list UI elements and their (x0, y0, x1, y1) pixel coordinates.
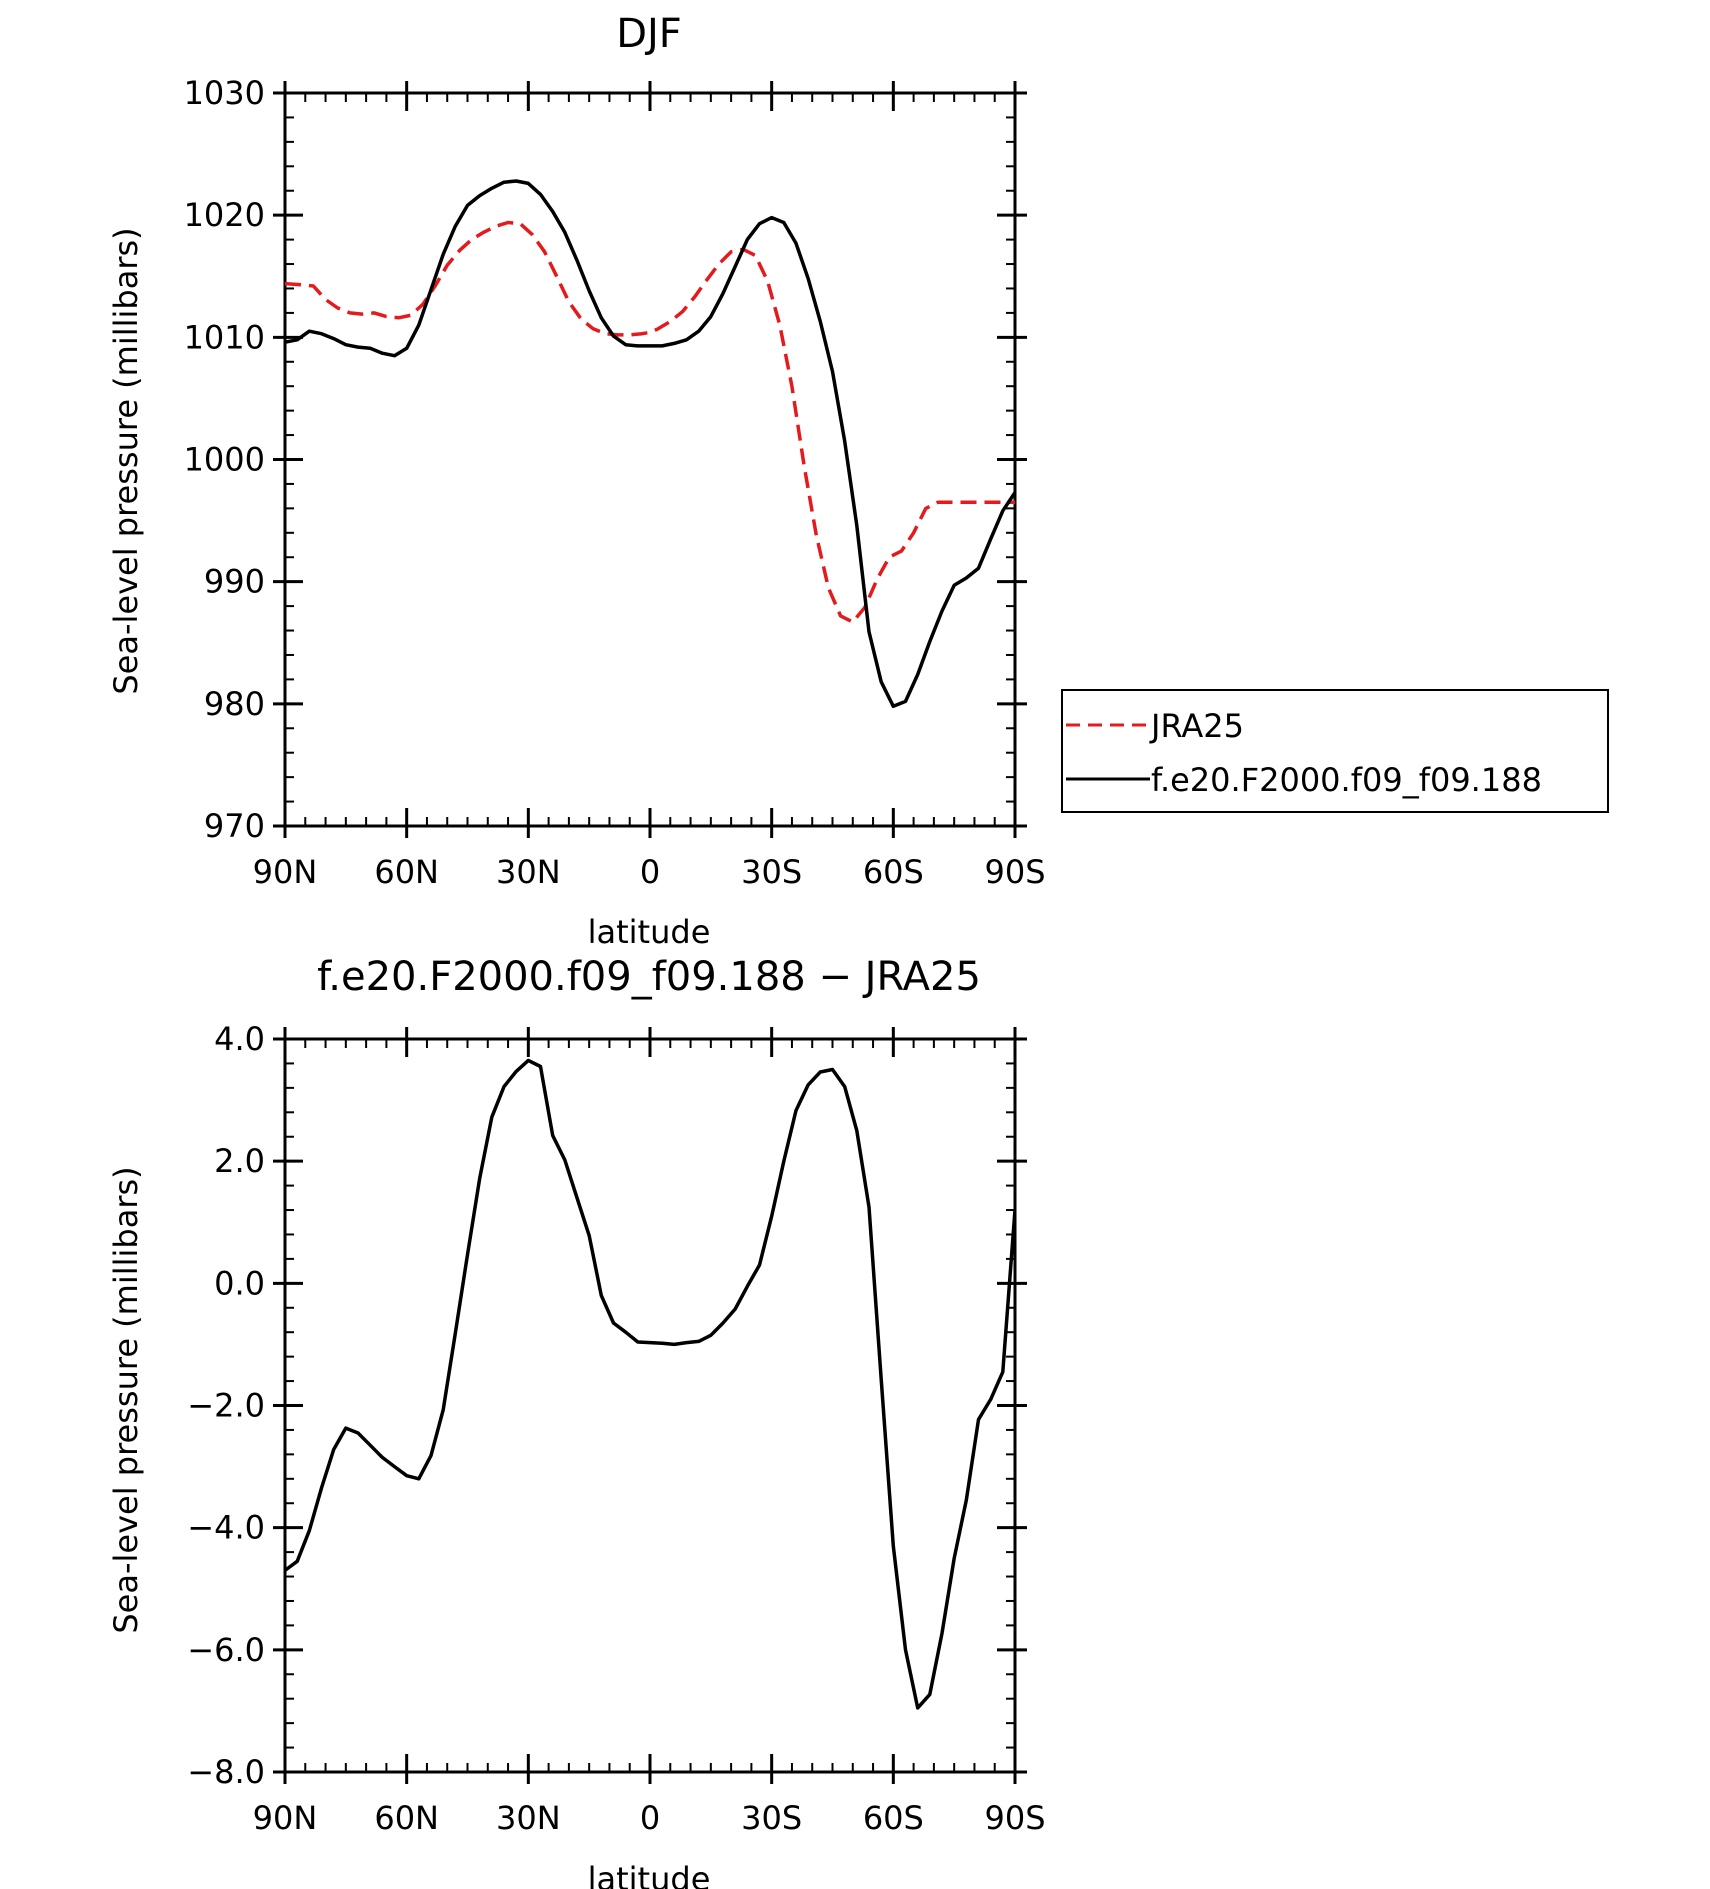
x-tick-label: 30S (741, 1799, 802, 1837)
x-tick-label: 90S (984, 1799, 1045, 1837)
y-tick-label: −6.0 (187, 1631, 265, 1669)
bottom-grid-layer: 90N 60N 30N 0 30S 60S 90S −8.0 −6.0 −4.0 −2.0 0.0 2.… (187, 1020, 1045, 1837)
x-tick-label: 30N (496, 1799, 561, 1837)
y-tick-label: −2.0 (187, 1387, 265, 1425)
y-tick-label: 1020 (184, 196, 265, 234)
x-tick-label: 90N (253, 853, 318, 891)
plot-frame (283, 91, 1017, 828)
y-tick-label: 1010 (184, 318, 265, 356)
y-tick-label: −8.0 (187, 1753, 265, 1791)
bottom-x-axis-label: latitude (588, 1860, 711, 1889)
y-tick-label: −4.0 (187, 1509, 265, 1547)
y-tick-label: 4.0 (214, 1020, 265, 1058)
legend-label-model: f.e20.F2000.f09_f09.188 (1151, 761, 1542, 799)
series-line-model (285, 179, 1015, 709)
bottom-chart-title: f.e20.F2000.f09_f09.188 − JRA25 (317, 954, 981, 1000)
series-line-jra25 (285, 220, 1015, 624)
x-tick-label: 90N (253, 1799, 318, 1837)
top-x-axis-label: latitude (588, 913, 711, 951)
legend-label-jra25: JRA25 (1149, 707, 1244, 745)
x-tick-label: 60N (374, 1799, 439, 1837)
y-tick-label: 990 (204, 563, 265, 601)
top-grid-layer: 90N 60N 30N 0 30S 60S 90S 970 980 990 1000 1010 1020… (184, 74, 1046, 891)
y-tick-label: 0.0 (214, 1264, 265, 1302)
series-line-difference (285, 1058, 1015, 1710)
bottom-series-layer (285, 1058, 1015, 1710)
top-y-axis-label: Sea-level pressure (millibars) (107, 227, 145, 694)
x-tick-label: 60S (863, 853, 924, 891)
legend: JRA25 f.e20.F2000.f09_f09.188 (1061, 689, 1609, 813)
x-tick-label: 60S (863, 1799, 924, 1837)
legend-box (1061, 689, 1609, 813)
x-tick-label: 0 (640, 853, 660, 891)
y-tick-label: 2.0 (214, 1142, 265, 1180)
top-panel: DJF 90N 60N 30N 0 30S 60S 90S 970 980 990 1000 1010… (107, 11, 1609, 951)
top-series-layer (285, 179, 1015, 709)
bottom-panel: f.e20.F2000.f09_f09.188 − JRA25 90N 60N 30… (107, 954, 1046, 1889)
x-tick-label: 90S (984, 853, 1045, 891)
y-tick-label: 1030 (184, 74, 265, 112)
plot-frame (283, 1037, 1017, 1774)
y-tick-label: 970 (204, 807, 265, 845)
x-tick-label: 60N (374, 853, 439, 891)
x-tick-label: 0 (640, 1799, 660, 1837)
y-tick-label: 980 (204, 685, 265, 723)
x-tick-label: 30N (496, 853, 561, 891)
bottom-y-axis-label: Sea-level pressure (millibars) (107, 1166, 145, 1633)
top-chart-title: DJF (616, 11, 682, 57)
x-tick-label: 30S (741, 853, 802, 891)
y-tick-label: 1000 (184, 441, 265, 479)
